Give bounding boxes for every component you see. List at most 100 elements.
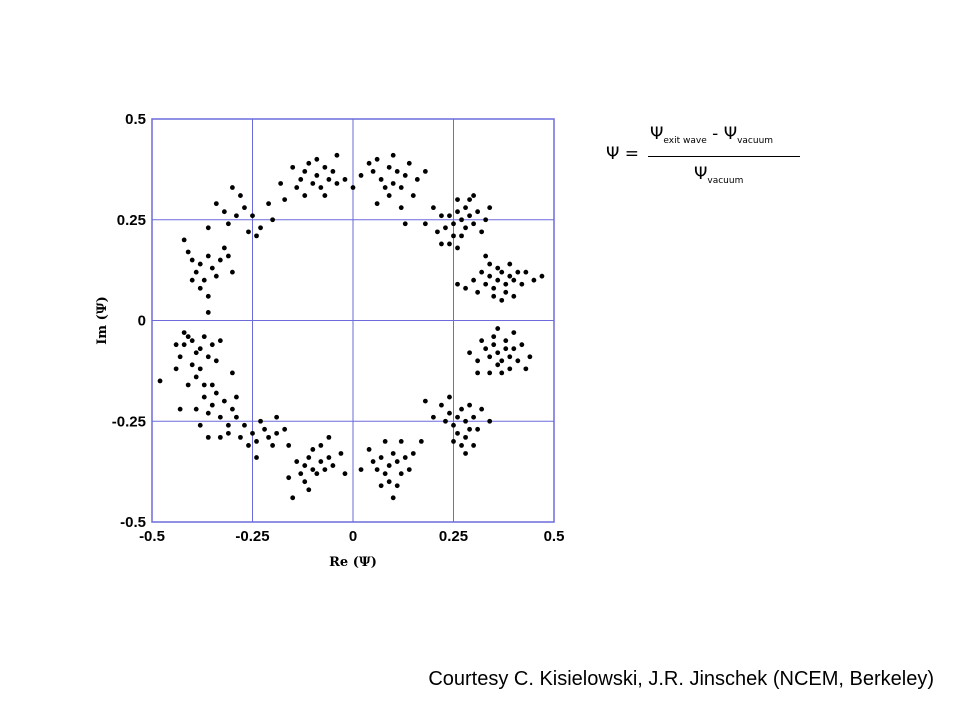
data-point — [302, 193, 308, 198]
data-point — [282, 197, 288, 203]
data-point — [221, 398, 227, 404]
data-point — [394, 168, 400, 174]
data-point — [197, 366, 203, 372]
data-point — [205, 434, 211, 440]
data-point — [290, 164, 296, 170]
y-tick-label: -0.25 — [112, 413, 146, 430]
data-point — [487, 273, 493, 279]
data-point — [511, 277, 517, 283]
data-point — [499, 370, 505, 376]
tick-labels: -0.5 -0.25 0 0.25 0.5 -0.5 -0.25 0 0.25 0.5 — [112, 111, 565, 545]
data-point — [193, 374, 199, 380]
formula-subscript: vacuum — [737, 136, 774, 146]
data-point — [213, 358, 219, 364]
data-point — [479, 229, 485, 235]
data-point — [471, 414, 476, 420]
data-point — [455, 281, 460, 287]
data-point — [342, 177, 348, 182]
data-point — [410, 193, 416, 198]
data-point — [230, 185, 235, 190]
data-point — [197, 346, 203, 352]
data-point — [282, 426, 288, 432]
data-point — [475, 289, 481, 295]
data-point — [205, 410, 211, 416]
data-point — [459, 233, 464, 239]
data-point — [302, 168, 308, 174]
data-point — [503, 338, 509, 344]
data-point — [370, 459, 376, 464]
data-point — [366, 447, 372, 452]
data-point — [435, 229, 440, 235]
data-point — [266, 201, 271, 207]
data-point — [515, 269, 521, 275]
data-point — [173, 366, 179, 372]
y-tick-label: 0 — [138, 313, 146, 330]
data-point — [463, 434, 468, 440]
data-point — [495, 350, 501, 356]
data-point — [370, 168, 376, 174]
data-point — [491, 293, 497, 299]
data-point — [455, 430, 460, 436]
data-point — [475, 370, 481, 376]
data-point — [322, 193, 328, 198]
data-point — [197, 422, 203, 428]
data-point — [511, 346, 517, 352]
data-point — [278, 181, 284, 186]
data-point — [314, 156, 320, 162]
data-point — [242, 422, 247, 428]
data-point — [390, 495, 396, 501]
formula-numerator: Ψexit wave - Ψvacuum — [650, 124, 773, 146]
data-point — [406, 160, 412, 166]
data-point — [523, 269, 529, 275]
data-point — [475, 426, 481, 432]
data-point — [487, 418, 493, 424]
data-point — [475, 209, 481, 215]
data-point — [491, 334, 497, 340]
data-point — [254, 439, 259, 444]
data-point — [189, 257, 195, 263]
data-point — [374, 201, 380, 207]
data-point — [459, 443, 464, 448]
y-tick-label: 0.5 — [125, 111, 146, 128]
data-point — [310, 181, 316, 186]
data-point — [258, 418, 263, 424]
data-point — [318, 443, 324, 448]
data-point — [270, 217, 275, 223]
data-point — [185, 334, 191, 340]
data-point — [242, 205, 247, 211]
data-point — [483, 217, 489, 223]
data-point — [302, 479, 308, 485]
data-point — [213, 273, 219, 279]
data-point — [225, 422, 231, 428]
data-point — [358, 467, 364, 473]
data-point — [487, 205, 493, 211]
data-point — [298, 177, 304, 182]
data-point — [294, 185, 300, 190]
data-point — [286, 475, 292, 481]
data-point — [422, 168, 428, 174]
data-point — [475, 358, 481, 364]
data-point — [209, 402, 215, 408]
x-tick-label: 0.25 — [439, 528, 468, 545]
data-point — [330, 168, 336, 174]
data-point — [479, 269, 485, 275]
data-point — [390, 451, 396, 456]
data-point — [531, 277, 537, 283]
data-point — [487, 354, 493, 360]
data-point — [177, 406, 183, 412]
data-point — [402, 455, 408, 460]
data-point — [499, 269, 505, 275]
data-point — [326, 455, 332, 460]
plot-frame — [151, 118, 555, 523]
data-point — [398, 205, 404, 211]
data-point — [386, 193, 392, 198]
x-tick-label: -0.25 — [235, 528, 269, 545]
data-point — [286, 443, 292, 448]
data-point — [451, 439, 456, 444]
data-point — [250, 430, 255, 436]
data-point — [217, 434, 223, 440]
data-point — [338, 451, 344, 456]
data-point — [225, 221, 231, 227]
data-point — [410, 451, 416, 456]
